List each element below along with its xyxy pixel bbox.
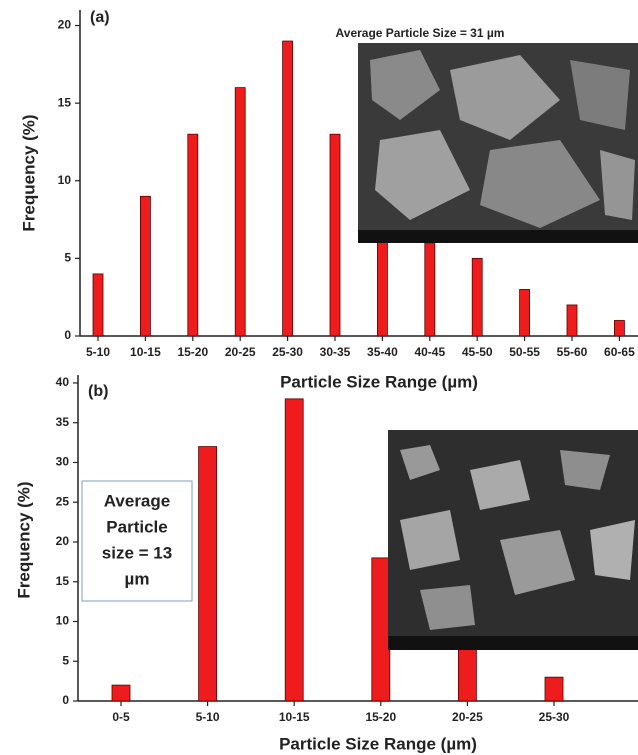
x-tick-label: 15-20 — [365, 710, 396, 724]
sem-inset-a — [358, 43, 638, 243]
x-tick-label: 10-15 — [130, 345, 161, 359]
x-tick-label: 50-55 — [509, 345, 540, 359]
y-axis-title: Frequency (%) — [14, 481, 33, 598]
x-tick-label: 40-45 — [414, 345, 445, 359]
y-tick-label: 10 — [56, 614, 70, 628]
bar — [199, 447, 217, 701]
annotation: µm — [125, 569, 150, 588]
x-tick-label: 5-10 — [86, 345, 110, 359]
bar — [545, 677, 563, 701]
annotation: Average — [104, 491, 170, 510]
y-tick-label: 20 — [56, 534, 70, 548]
bar — [425, 243, 435, 336]
bar — [372, 558, 390, 701]
bar — [283, 41, 293, 336]
x-tick-label: 15-20 — [177, 345, 208, 359]
bar — [520, 289, 530, 336]
annotation: size = 13 — [102, 543, 172, 562]
particle — [600, 150, 635, 220]
x-tick-label: 10-15 — [279, 710, 310, 724]
bar — [377, 227, 387, 336]
inset-info-bar — [358, 230, 638, 243]
y-tick-label: 5 — [62, 653, 69, 667]
x-tick-label: 25-30 — [272, 345, 303, 359]
x-tick-label: 20-25 — [225, 345, 256, 359]
particle — [400, 510, 460, 570]
annotation: Particle — [106, 517, 167, 536]
panel-label: (a) — [90, 9, 110, 26]
sem-inset-b — [388, 430, 638, 650]
bar — [472, 258, 482, 336]
y-tick-label: 15 — [56, 574, 70, 588]
x-tick-label: 45-50 — [462, 345, 493, 359]
y-tick-label: 10 — [58, 173, 72, 187]
x-axis-title: Particle Size Range (µm) — [279, 734, 477, 753]
x-tick-label: 35-40 — [367, 345, 398, 359]
x-tick-label: 0-5 — [112, 710, 130, 724]
bar — [614, 320, 624, 336]
panel-label: (b) — [88, 383, 108, 400]
y-tick-label: 30 — [56, 455, 70, 469]
y-axis-title: Frequency (%) — [19, 114, 38, 231]
y-tick-label: 0 — [62, 693, 69, 707]
y-tick-label: 0 — [64, 328, 71, 342]
x-tick-label: 30-35 — [320, 345, 351, 359]
x-tick-label: 25-30 — [539, 710, 570, 724]
y-tick-label: 15 — [58, 95, 72, 109]
inset-info-bar — [388, 636, 638, 650]
x-axis-title: Particle Size Range (µm) — [280, 372, 478, 391]
x-tick-label: 20-25 — [452, 710, 483, 724]
bar — [567, 305, 577, 336]
y-tick-label: 35 — [56, 415, 70, 429]
bar — [140, 196, 150, 336]
particle — [590, 520, 635, 580]
y-tick-label: 5 — [64, 251, 71, 265]
y-tick-label: 25 — [56, 494, 70, 508]
x-tick-label: 60-65 — [604, 345, 635, 359]
bar — [235, 88, 245, 336]
bar — [188, 134, 198, 336]
figure: 0 5 10 15 20 5-10 10-15 15-20 20-25 25-30 30-35 35-… — [0, 0, 638, 755]
bar — [93, 274, 103, 336]
bar — [285, 399, 303, 701]
y-tick-label: 20 — [58, 18, 72, 32]
bar — [112, 685, 130, 701]
y-tick-label: 40 — [56, 375, 70, 389]
annotation: Average Particle Size = 31 µm — [336, 26, 505, 40]
bar — [330, 134, 340, 336]
x-tick-label: 5-10 — [196, 710, 220, 724]
x-tick-label: 55-60 — [557, 345, 588, 359]
